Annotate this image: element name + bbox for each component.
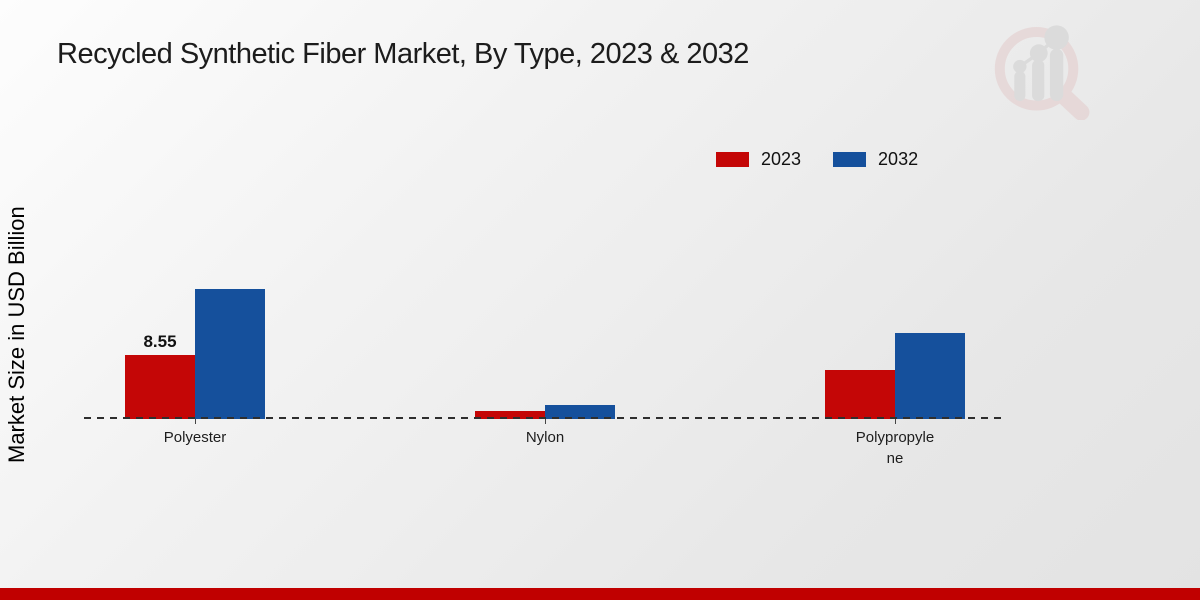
axis-tick bbox=[195, 419, 196, 424]
category-label-nylon: Nylon bbox=[525, 429, 565, 446]
bar-2032-polyester bbox=[195, 288, 265, 419]
legend-label-2032: 2032 bbox=[878, 149, 919, 169]
category-label-polypropylene: Polypropyle ne bbox=[855, 429, 935, 467]
legend-swatch-2032 bbox=[833, 152, 867, 167]
legend-swatch-2023 bbox=[716, 152, 749, 167]
market-research-future-logo-icon bbox=[994, 25, 1090, 120]
bar-2023-polypropylene bbox=[825, 370, 895, 419]
bar-2023-nylon bbox=[475, 410, 545, 419]
bar-2023-polyester bbox=[125, 355, 195, 419]
bar-2032-nylon bbox=[545, 404, 615, 419]
data-label-2023-polyester: 8.55 bbox=[143, 332, 177, 352]
axis-tick bbox=[895, 419, 896, 424]
legend: 2023 2032 bbox=[716, 149, 918, 170]
bar-2032-polypropylene bbox=[895, 332, 965, 419]
legend-item-2023: 2023 bbox=[716, 149, 801, 170]
footer-bar bbox=[0, 588, 1200, 600]
legend-item-2032: 2032 bbox=[833, 149, 918, 170]
legend-label-2023: 2023 bbox=[761, 149, 802, 169]
chart-title: Recycled Synthetic Fiber Market, By Type… bbox=[57, 38, 749, 70]
category-label-polyester: Polyester bbox=[163, 429, 227, 446]
axis-baseline bbox=[84, 417, 1007, 419]
axis-tick bbox=[545, 419, 546, 424]
